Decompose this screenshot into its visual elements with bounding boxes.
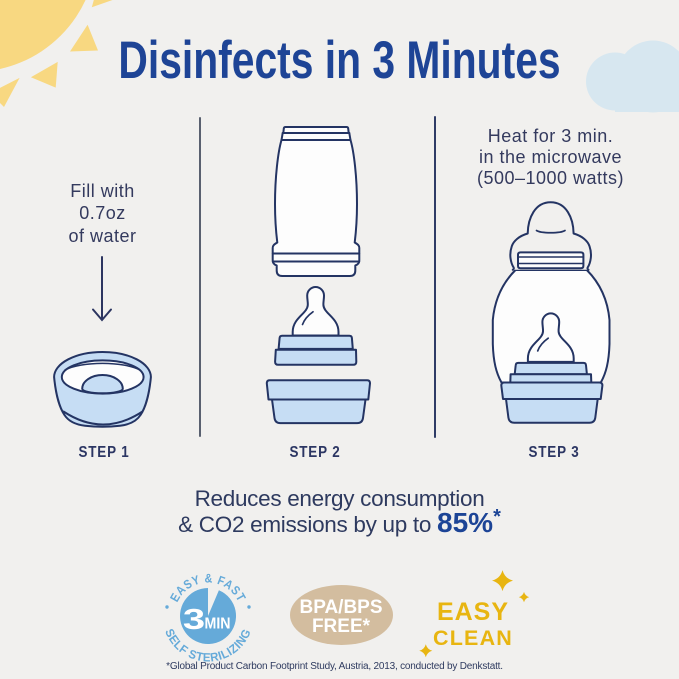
svg-text:3: 3 (182, 603, 204, 635)
svg-text:EASY & FAST: EASY & FAST (167, 571, 248, 604)
svg-text:MIN: MIN (204, 616, 230, 633)
